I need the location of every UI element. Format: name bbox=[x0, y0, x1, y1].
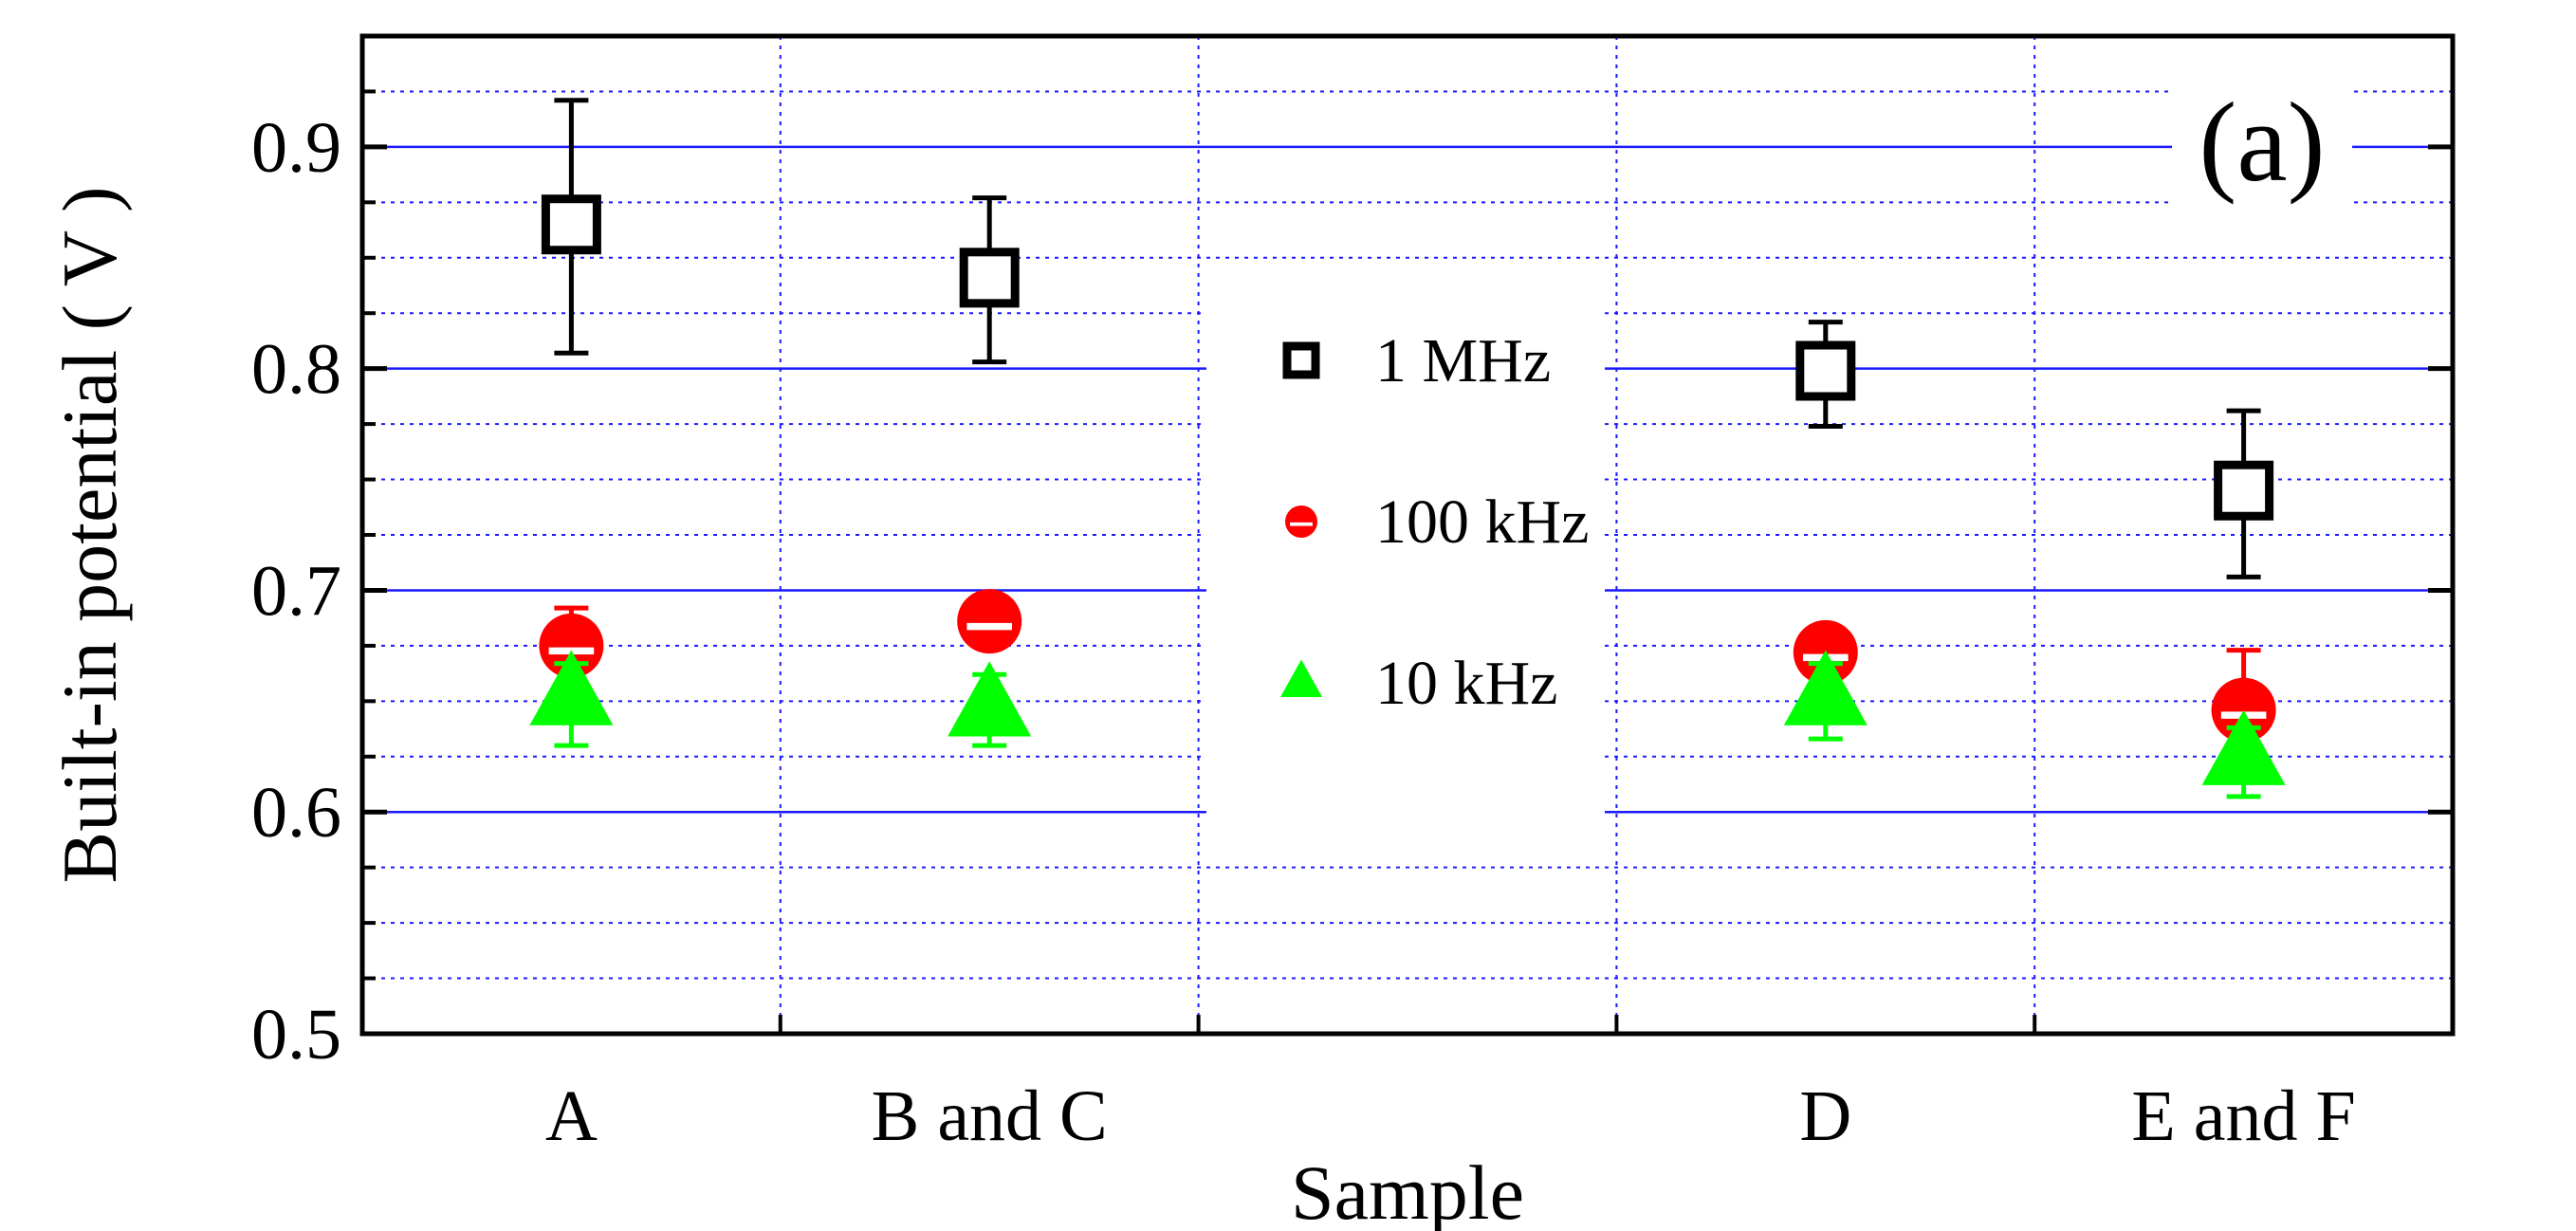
legend-label: 1 MHz bbox=[1375, 326, 1551, 395]
x-tick-label: B and C bbox=[872, 1076, 1108, 1156]
y-tick-label: 0.8 bbox=[251, 330, 341, 410]
data-point bbox=[2201, 709, 2286, 785]
legend-marker bbox=[1285, 505, 1317, 538]
y-tick-label: 0.6 bbox=[251, 773, 341, 853]
data-marks bbox=[529, 98, 2286, 799]
data-point bbox=[541, 194, 601, 255]
x-axis-title: Sample bbox=[1291, 1149, 1524, 1231]
legend-box bbox=[1206, 285, 1605, 835]
x-tick-label: E and F bbox=[2131, 1076, 2355, 1156]
axis-ticks: 0.5 0.6 0.7 0.8 0.9 A B and C D E and F bbox=[251, 89, 2453, 1156]
legend-label: 10 kHz bbox=[1375, 649, 1557, 718]
y-tick-label: 0.9 bbox=[251, 108, 341, 188]
data-point bbox=[948, 661, 1032, 737]
data-point bbox=[957, 589, 1022, 654]
panel-label-background bbox=[2172, 76, 2352, 209]
data-point-stripe bbox=[966, 622, 1012, 631]
data-point bbox=[1795, 340, 1856, 401]
y-tick-label: 0.5 bbox=[251, 995, 341, 1075]
x-tick-label: D bbox=[1799, 1076, 1851, 1156]
x-tick-label: A bbox=[545, 1076, 598, 1156]
legend-marker bbox=[1280, 659, 1322, 698]
data-point bbox=[2214, 460, 2274, 521]
data-point bbox=[529, 650, 614, 726]
data-point bbox=[1783, 650, 1868, 726]
y-tick-label: 0.7 bbox=[251, 551, 341, 631]
legend-marker-stripe bbox=[1290, 522, 1313, 526]
y-axis-title: Built-in potential ( V ) bbox=[46, 187, 133, 884]
data-point bbox=[959, 248, 1020, 308]
legend: 1 MHz 100 kHz 10 kHz bbox=[1280, 326, 1589, 718]
legend-label: 100 kHz bbox=[1375, 487, 1589, 557]
panel-label: (a) bbox=[2199, 79, 2325, 205]
legend-marker bbox=[1282, 341, 1320, 379]
